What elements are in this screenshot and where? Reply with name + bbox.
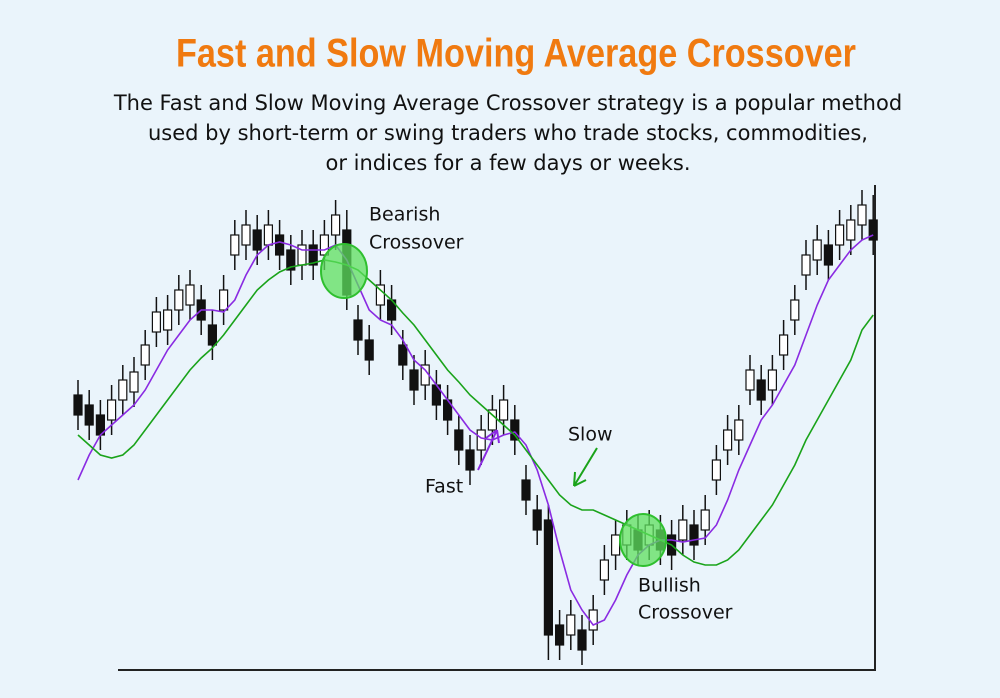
annotation: Bullish	[638, 575, 701, 597]
candle-body	[599, 559, 610, 581]
candle-body	[812, 239, 822, 261]
candle-body	[263, 224, 273, 246]
candle-body	[756, 379, 766, 401]
candle-body	[84, 404, 94, 426]
candle-body	[487, 409, 497, 431]
description-line: or indices for a few days or weeks.	[326, 151, 691, 175]
annotation: Bearish	[369, 204, 440, 226]
candle-body	[331, 214, 341, 236]
candle-body	[521, 479, 531, 501]
annotation: Slow	[568, 424, 613, 446]
candle-body	[308, 244, 318, 266]
candle-body	[252, 229, 262, 251]
annotation: Crossover	[638, 602, 733, 624]
candle-body	[711, 459, 722, 481]
candle-body	[610, 534, 621, 556]
candle-body	[577, 629, 587, 651]
candle-body	[185, 284, 195, 306]
candle-body	[476, 429, 486, 451]
candle-body	[375, 284, 385, 306]
candle-body	[286, 249, 296, 271]
candle-body	[689, 524, 699, 546]
candle-body	[868, 219, 878, 241]
bearish-crossover-marker	[320, 243, 368, 299]
annotation: Crossover	[369, 232, 464, 254]
candle-body	[73, 394, 83, 416]
candle-body	[722, 429, 733, 451]
candle-body	[129, 371, 139, 393]
candle-body	[767, 369, 778, 391]
candle-body	[778, 334, 789, 356]
candle-body	[734, 419, 744, 441]
candle-body	[510, 419, 520, 441]
fast-arrow	[477, 429, 500, 471]
candle-body	[219, 289, 229, 311]
candle-body	[801, 254, 811, 276]
plot-area	[73, 185, 878, 671]
candle-body	[543, 519, 554, 636]
description-line: The Fast and Slow Moving Average Crossov…	[113, 91, 902, 115]
candle-body	[554, 624, 565, 646]
candle-body	[163, 309, 173, 331]
candle-body	[823, 244, 834, 266]
candle-body	[566, 614, 576, 636]
slow-arrow	[573, 447, 598, 487]
candle-body	[174, 289, 184, 311]
candle-body	[846, 219, 856, 241]
candle-body	[745, 369, 755, 391]
candle-body	[834, 224, 845, 246]
candle-body	[275, 234, 285, 256]
moving-average-line	[77, 259, 874, 566]
candle-body	[700, 509, 710, 531]
candle-body	[409, 369, 419, 391]
description-line: used by short-term or swing traders who …	[148, 121, 868, 145]
annotation: Fast	[425, 476, 463, 498]
candle-body	[106, 399, 117, 421]
chart-title: Fast and Slow Moving Average Crossover	[176, 32, 856, 76]
candle-body	[499, 399, 509, 421]
candle-body	[151, 311, 161, 333]
candle-body	[353, 319, 363, 341]
moving-average-line	[77, 234, 874, 626]
candle-body	[207, 324, 217, 346]
candle-body	[241, 224, 251, 246]
candle-body	[230, 234, 240, 256]
candle-body	[398, 344, 408, 366]
candle-body	[465, 449, 475, 471]
candle-body	[790, 299, 800, 321]
candle-body	[532, 509, 542, 531]
candle-body	[454, 429, 464, 451]
candle-body	[678, 519, 688, 541]
bullish-crossover-marker	[619, 513, 667, 567]
candle-body	[364, 339, 374, 361]
candle-body	[140, 344, 150, 366]
candle-body	[857, 204, 867, 226]
candle-body	[118, 379, 128, 401]
